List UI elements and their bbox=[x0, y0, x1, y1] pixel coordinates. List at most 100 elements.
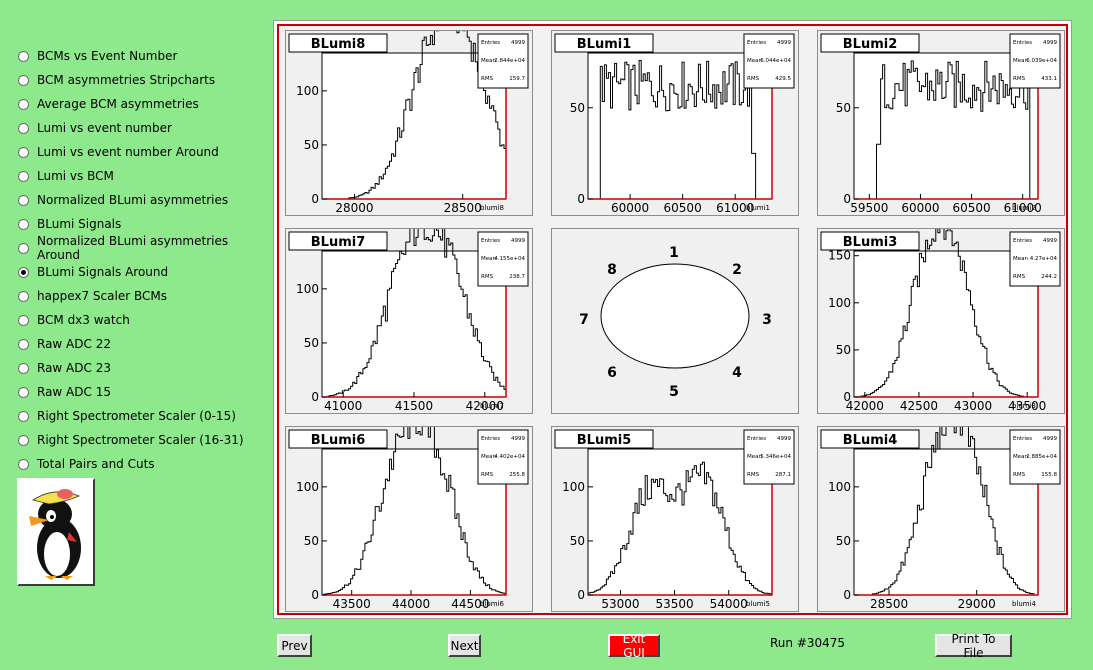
pad-blumi3[interactable]: 42000 42500 43000 43500 0 50 100 150 blumi3 BLumi… bbox=[817, 228, 1065, 414]
stats-key-label: RMS bbox=[747, 472, 760, 478]
radio-button[interactable] bbox=[18, 218, 29, 230]
option-row[interactable]: Lumi vs event number bbox=[18, 116, 268, 140]
histogram-chart: 43500 44000 44500 0 50 100 blumi6 BLumi6 Entries… bbox=[288, 427, 529, 611]
stats-box bbox=[477, 33, 529, 89]
pad-blumi5[interactable]: 53000 53500 54000 0 50 100 blumi5 BLumi5 Entries… bbox=[551, 426, 799, 612]
option-row[interactable]: Right Spectrometer Scaler (16-31) bbox=[18, 428, 268, 452]
x-axis-label: blumi1 bbox=[746, 204, 770, 212]
radio-button[interactable] bbox=[18, 410, 29, 422]
title-box bbox=[554, 429, 654, 449]
print-to-file-button[interactable]: Print To File bbox=[935, 632, 1012, 660]
y-tick-label: 50 bbox=[304, 336, 319, 350]
option-label: Raw ADC 23 bbox=[37, 361, 111, 375]
histogram-chart: 59500 60000 60500 61000 0 50 blumi2 BLumi2 Entri… bbox=[820, 33, 1061, 215]
radio-button[interactable] bbox=[18, 74, 29, 86]
pad-detector-diagram[interactable]: 1 2 3 4 5 6 7 8 bbox=[551, 228, 799, 414]
option-label: Lumi vs BCM bbox=[37, 169, 114, 183]
exit-gui-button[interactable]: Exit GUI bbox=[608, 632, 660, 660]
radio-button[interactable] bbox=[18, 242, 29, 254]
run-number-label: Run #30475 bbox=[770, 636, 846, 650]
stats-key-label: Entries bbox=[481, 238, 500, 244]
x-tick-label: 42500 bbox=[900, 399, 938, 413]
y-tick-label: 0 bbox=[311, 588, 319, 602]
radio-button[interactable] bbox=[18, 434, 29, 446]
radio-button[interactable] bbox=[18, 386, 29, 398]
option-row[interactable]: BCM asymmetries Stripcharts bbox=[18, 68, 268, 92]
histogram-line bbox=[588, 59, 772, 200]
option-row[interactable]: Lumi vs event number Around bbox=[18, 140, 268, 164]
title-box bbox=[288, 33, 388, 53]
stats-key-label: Mean bbox=[747, 454, 762, 460]
x-axis-label: blumi4 bbox=[1012, 600, 1037, 608]
radio-button[interactable] bbox=[18, 458, 29, 470]
histogram-line bbox=[854, 229, 1038, 398]
y-tick-label: 0 bbox=[577, 192, 585, 206]
pad-blumi7[interactable]: 41000 41500 42000 0 50 100 blumi7 BLumi7 Entries… bbox=[285, 228, 533, 414]
option-row[interactable]: Raw ADC 23 bbox=[18, 356, 268, 380]
histogram-title: BLumi6 bbox=[311, 433, 366, 448]
y-tick-label: 100 bbox=[562, 480, 585, 494]
x-axis-label: blumi2 bbox=[1012, 204, 1036, 212]
radio-button[interactable] bbox=[18, 170, 29, 182]
stats-value: 159.7 bbox=[509, 76, 525, 82]
radio-button[interactable] bbox=[18, 98, 29, 110]
pad-blumi2[interactable]: 59500 60000 60500 61000 0 50 blumi2 BLumi2 Entri… bbox=[817, 30, 1065, 216]
histogram-line bbox=[322, 427, 507, 596]
y-tick-label: 50 bbox=[836, 343, 851, 357]
radio-button[interactable] bbox=[18, 194, 29, 206]
option-row[interactable]: Normalized BLumi asymmetries Around bbox=[18, 234, 268, 262]
stats-value: 4.155e+04 bbox=[494, 256, 525, 262]
stats-key-label: Entries bbox=[481, 40, 500, 46]
stats-key-label: RMS bbox=[1013, 274, 1026, 280]
stats-key-label: Mean bbox=[481, 58, 496, 64]
prev-button[interactable]: Prev bbox=[277, 634, 312, 657]
stats-value: 4999 bbox=[1043, 40, 1057, 46]
option-label: BCMs vs Event Number bbox=[37, 49, 178, 63]
stats-value: 429.5 bbox=[775, 76, 791, 82]
radio-button[interactable] bbox=[18, 338, 29, 350]
option-row[interactable]: Raw ADC 22 bbox=[18, 332, 268, 356]
y-tick-label: 50 bbox=[570, 101, 585, 115]
x-tick-label: 54000 bbox=[710, 597, 748, 611]
histogram-title: BLumi1 bbox=[577, 37, 632, 52]
radio-button[interactable] bbox=[18, 362, 29, 374]
stats-key-label: Entries bbox=[481, 436, 500, 442]
stats-key-label: Entries bbox=[747, 40, 766, 46]
radio-button[interactable] bbox=[18, 266, 29, 278]
diagram-label-2: 2 bbox=[732, 262, 742, 278]
option-label: Raw ADC 22 bbox=[37, 337, 111, 351]
stats-value: 287.1 bbox=[775, 472, 791, 478]
option-row[interactable]: Lumi vs BCM bbox=[18, 164, 268, 188]
option-row[interactable]: BCMs vs Event Number bbox=[18, 44, 268, 68]
option-row[interactable]: Average BCM asymmetries bbox=[18, 92, 268, 116]
stats-key-label: Entries bbox=[1013, 40, 1032, 46]
radio-button[interactable] bbox=[18, 146, 29, 158]
pad-blumi4[interactable]: 28500 29000 0 50 100 blumi4 BLumi4 Entries 4999 M… bbox=[817, 426, 1065, 612]
option-label: Right Spectrometer Scaler (0-15) bbox=[37, 409, 236, 423]
pad-blumi8[interactable]: 28000 28500 0 50 100 blumi8 BLumi8 Entries 4999 M… bbox=[285, 30, 533, 216]
pad-blumi6[interactable]: 43500 44000 44500 0 50 100 blumi6 BLumi6 Entries… bbox=[285, 426, 533, 612]
option-row[interactable]: Right Spectrometer Scaler (0-15) bbox=[18, 404, 268, 428]
option-row[interactable]: BLumi Signals Around bbox=[18, 260, 268, 284]
stats-key-label: Mean bbox=[747, 58, 762, 64]
stats-key-label: RMS bbox=[747, 76, 760, 82]
radio-button[interactable] bbox=[18, 290, 29, 302]
option-row[interactable]: BLumi Signals bbox=[18, 212, 268, 236]
x-tick-label: 60500 bbox=[952, 201, 990, 215]
radio-button[interactable] bbox=[18, 314, 29, 326]
option-row[interactable]: Normalized BLumi asymmetries bbox=[18, 188, 268, 212]
option-label: Lumi vs event number Around bbox=[37, 145, 219, 159]
option-row[interactable]: Raw ADC 15 bbox=[18, 380, 268, 404]
x-axis-label: blumi3 bbox=[1012, 402, 1036, 410]
option-row[interactable]: BCM dx3 watch bbox=[18, 308, 268, 332]
option-row[interactable]: Total Pairs and Cuts bbox=[18, 452, 268, 476]
radio-button[interactable] bbox=[18, 50, 29, 62]
option-row[interactable]: happex7 Scaler BCMs bbox=[18, 284, 268, 308]
radio-button[interactable] bbox=[18, 122, 29, 134]
pad-blumi1[interactable]: 60000 60500 61000 0 50 blumi1 BLumi1 Entries 499… bbox=[551, 30, 799, 216]
x-tick-label: 42000 bbox=[846, 399, 884, 413]
title-box bbox=[820, 33, 920, 53]
x-tick-label: 28500 bbox=[870, 597, 908, 611]
x-tick-label: 41500 bbox=[395, 399, 433, 413]
next-button[interactable]: Next bbox=[448, 634, 481, 657]
